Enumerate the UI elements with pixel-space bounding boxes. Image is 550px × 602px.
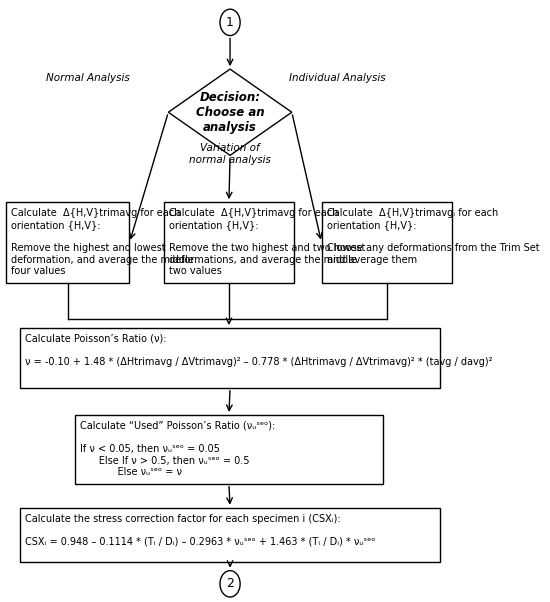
Text: 2: 2	[226, 577, 234, 591]
Text: Calculate  Δ{H,V}trimavg for each
orientation {H,V}:

Remove the highest and low: Calculate Δ{H,V}trimavg for each orienta…	[12, 208, 194, 276]
Text: Variation of
normal analysis: Variation of normal analysis	[189, 143, 271, 165]
Text: Calculate Poisson’s Ratio (ν):

ν = -0.10 + 1.48 * (ΔHtrimavg / ΔVtrimavg)² – 0.: Calculate Poisson’s Ratio (ν): ν = -0.10…	[25, 334, 493, 367]
Text: Normal Analysis: Normal Analysis	[46, 73, 130, 83]
Text: Calculate  Δ{H,V}trimavg for each
orientation {H,V}:

Remove the two highest and: Calculate Δ{H,V}trimavg for each orienta…	[169, 208, 366, 276]
Text: Calculate the stress correction factor for each specimen i (CSXᵢ):

CSXᵢ = 0.948: Calculate the stress correction factor f…	[25, 514, 376, 547]
Text: Individual Analysis: Individual Analysis	[289, 73, 386, 83]
Text: Calculate “Used” Poisson’s Ratio (νᵤˢᵉᵒ):

If ν < 0.05, then νᵤˢᵉᵒ = 0.05
      : Calculate “Used” Poisson’s Ratio (νᵤˢᵉᵒ)…	[80, 421, 276, 477]
Text: Decision:
Choose an
analysis: Decision: Choose an analysis	[196, 91, 265, 134]
Text: 1: 1	[226, 16, 234, 29]
Text: Calculate  Δ{H,V}trimavgᵢ for each
orientation {H,V}:

Choose any deformations f: Calculate Δ{H,V}trimavgᵢ for each orient…	[327, 208, 540, 264]
